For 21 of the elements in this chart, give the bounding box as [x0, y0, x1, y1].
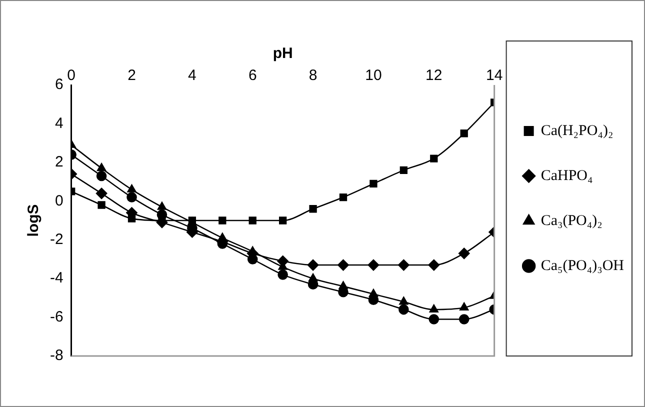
legend-label: Ca₅(PO₄)₃OH	[540, 258, 624, 274]
legend-label: CaHPO₄	[540, 168, 593, 184]
x-axis-title: pH	[272, 45, 293, 62]
y-axis-title: logS	[25, 204, 42, 237]
y-tick-label: 4	[54, 114, 64, 132]
y-tick-label: -2	[50, 231, 64, 248]
x-tick-label: 12	[426, 67, 442, 84]
y-tick-label: -8	[50, 347, 64, 364]
x-tick-label: 2	[128, 67, 136, 84]
legend-label: Ca₃(PO₄)₂	[540, 212, 602, 229]
x-tick-label: 10	[365, 67, 382, 84]
x-tick-label: 6	[248, 67, 257, 84]
x-tick-label: 4	[188, 67, 196, 84]
x-tick-label: 14	[486, 67, 503, 84]
x-tick-label: 8	[308, 67, 318, 84]
legend-label: Ca(H₂PO₄)₂	[540, 122, 614, 139]
y-tick-label: 0	[54, 192, 64, 210]
y-tick-label: -6	[50, 308, 64, 326]
x-tick-label: 0	[67, 67, 76, 84]
y-tick-label: 2	[54, 154, 64, 171]
y-tick-label: -4	[50, 270, 64, 287]
